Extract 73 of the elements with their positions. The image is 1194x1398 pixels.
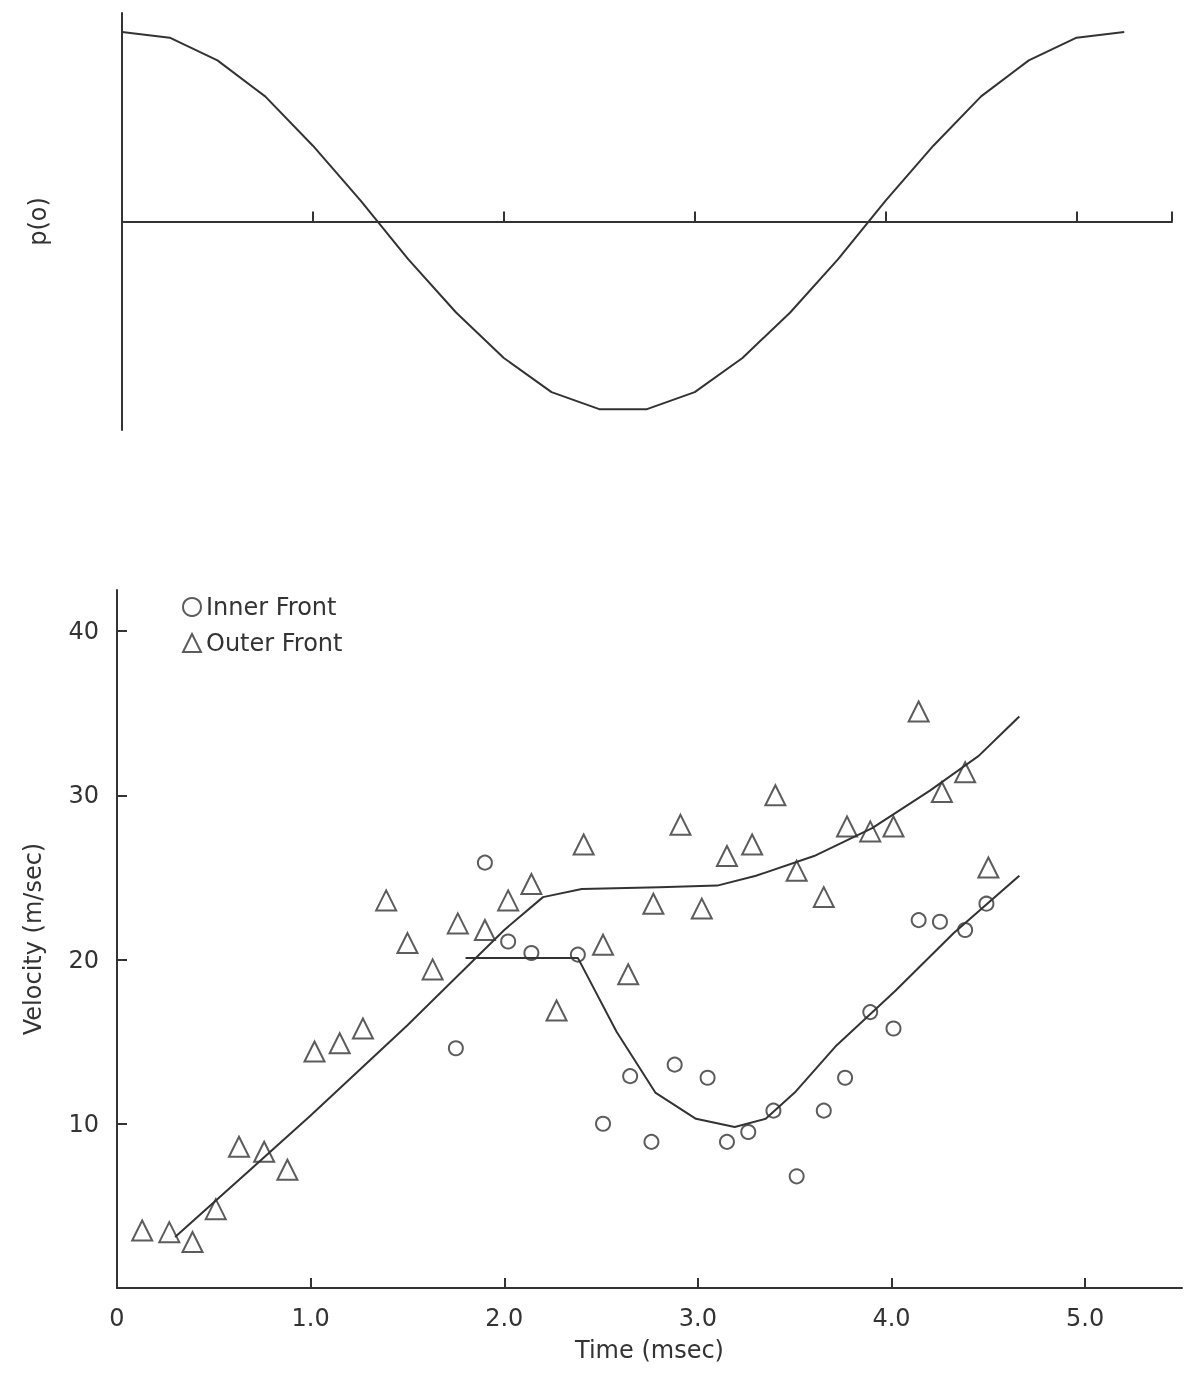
point [595,1115,612,1132]
x-tick-label: 3.0 [678,1304,717,1332]
x-tick-label: 1.0 [291,1304,330,1332]
point [765,1102,782,1119]
point [885,1020,902,1037]
point [812,886,835,909]
legend-label: Inner Front [206,593,337,621]
point [520,872,543,895]
point [930,781,953,804]
point [837,1069,854,1086]
y-tick-label: 30 [68,781,99,810]
point [788,1168,805,1185]
point [642,892,665,915]
point [666,1056,683,1073]
y-axis-title: Velocity (m/sec) [19,842,47,1036]
point [957,921,974,938]
point [276,1158,299,1181]
point [569,946,586,963]
point [931,913,948,930]
y-tick-label: 10 [68,1109,99,1138]
x-tick-label: 4.0 [872,1304,911,1332]
point [523,944,540,961]
point [328,1032,351,1055]
point [815,1102,832,1119]
point [396,932,419,955]
point [158,1221,181,1244]
point [910,912,927,929]
point [181,1231,204,1254]
point [204,1198,227,1221]
point [476,854,493,871]
point [643,1133,660,1150]
point [882,815,905,838]
point [715,845,738,868]
point [500,933,517,950]
point [617,963,640,986]
point [977,856,1000,879]
legend-label: Outer Front [206,629,343,657]
point [718,1133,735,1150]
point [690,897,713,920]
point [447,1040,464,1057]
point [592,933,615,956]
point [669,813,692,836]
point [351,1017,374,1040]
point [473,918,496,941]
point [836,815,859,838]
x-tick-label: 0 [109,1304,125,1332]
point [375,889,398,912]
point [862,1004,879,1021]
y-axis-title: p(o) [24,197,52,246]
point [131,1219,154,1242]
point [253,1140,276,1163]
point [227,1135,250,1158]
point [572,833,595,856]
x-tick-label: 5.0 [1066,1304,1105,1332]
point [741,833,764,856]
point [622,1068,639,1085]
point [446,912,469,935]
point [954,761,977,784]
point [421,958,444,981]
point [764,784,787,807]
point [740,1123,757,1140]
point [699,1069,716,1086]
point [907,700,930,723]
x-tick-label: 2.0 [485,1304,524,1332]
point [497,889,520,912]
x-axis-title: Time (msec) [574,1336,724,1364]
point [303,1040,326,1063]
point [859,820,882,843]
y-tick-label: 20 [68,945,99,974]
y-tick-label: 40 [68,617,99,646]
point [785,859,808,882]
point [545,999,568,1022]
point [978,895,995,912]
